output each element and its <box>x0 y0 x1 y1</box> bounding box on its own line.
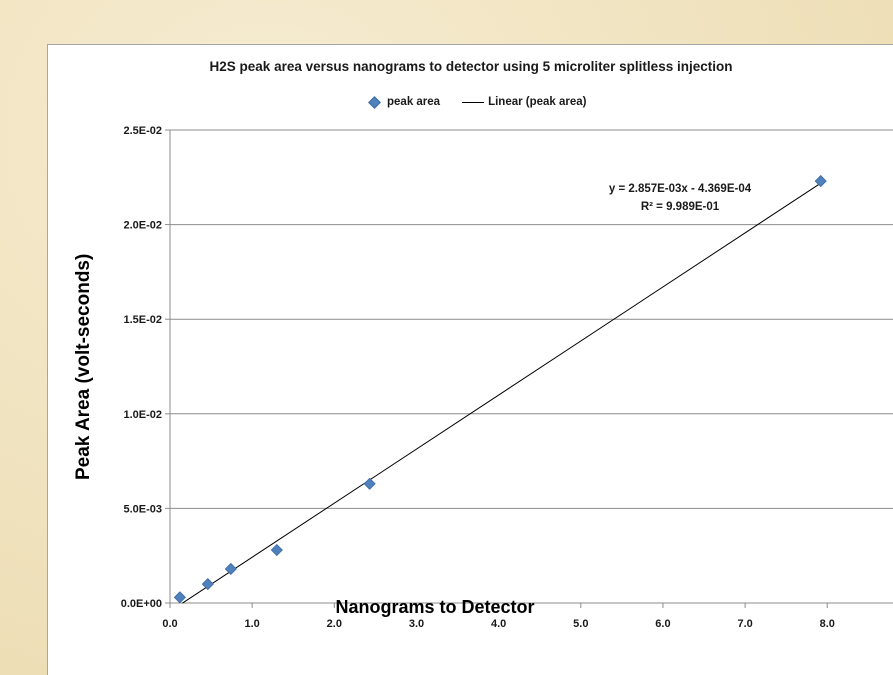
data-point <box>814 175 827 188</box>
x-tick-label: 5.0 <box>573 618 588 630</box>
y-tick-label: 2.0E-02 <box>123 220 162 232</box>
y-tick-label: 1.0E-02 <box>123 409 162 421</box>
data-point <box>270 543 283 557</box>
data-point <box>224 562 237 576</box>
y-axis-label: Peak Area (volt-seconds) <box>73 253 94 480</box>
x-tick-label: 6.0 <box>655 618 670 630</box>
data-point <box>201 578 214 591</box>
x-tick-label: 3.0 <box>409 618 424 630</box>
trendline-equation: y = 2.857E-03x - 4.369E-04 <box>609 183 752 195</box>
x-tick-label: 4.0 <box>491 618 506 630</box>
x-tick-label: 1.0 <box>245 618 260 630</box>
chart-legend: peak area Linear (peak area) <box>368 95 587 109</box>
x-tick-label: 7.0 <box>737 618 752 630</box>
x-tick-label: 2.0 <box>327 618 342 630</box>
legend-label-linear: Linear (peak area) <box>488 96 587 108</box>
y-tick-label: 1.5E-02 <box>123 314 162 326</box>
chart-panel: H2S peak area versus nanograms to detect… <box>47 44 893 675</box>
x-tick-label: 8.0 <box>820 618 835 630</box>
x-tick-label: 0.0 <box>162 618 177 630</box>
trendline-r2: R² = 9.989E-01 <box>641 201 720 213</box>
legend-line-linear <box>462 101 485 103</box>
y-tick-label: 5.0E-03 <box>123 503 162 515</box>
trendline-linear <box>182 182 821 604</box>
data-point <box>173 591 186 604</box>
chart-title: H2S peak area versus nanograms to detect… <box>209 59 733 74</box>
y-tick-label: 2.5E-02 <box>123 125 162 137</box>
legend-label-peak-area: peak area <box>387 96 441 108</box>
x-axis-label: Nanograms to Detector <box>335 597 535 617</box>
y-tick-label: 0.0E+00 <box>121 598 162 610</box>
data-point <box>363 477 376 490</box>
